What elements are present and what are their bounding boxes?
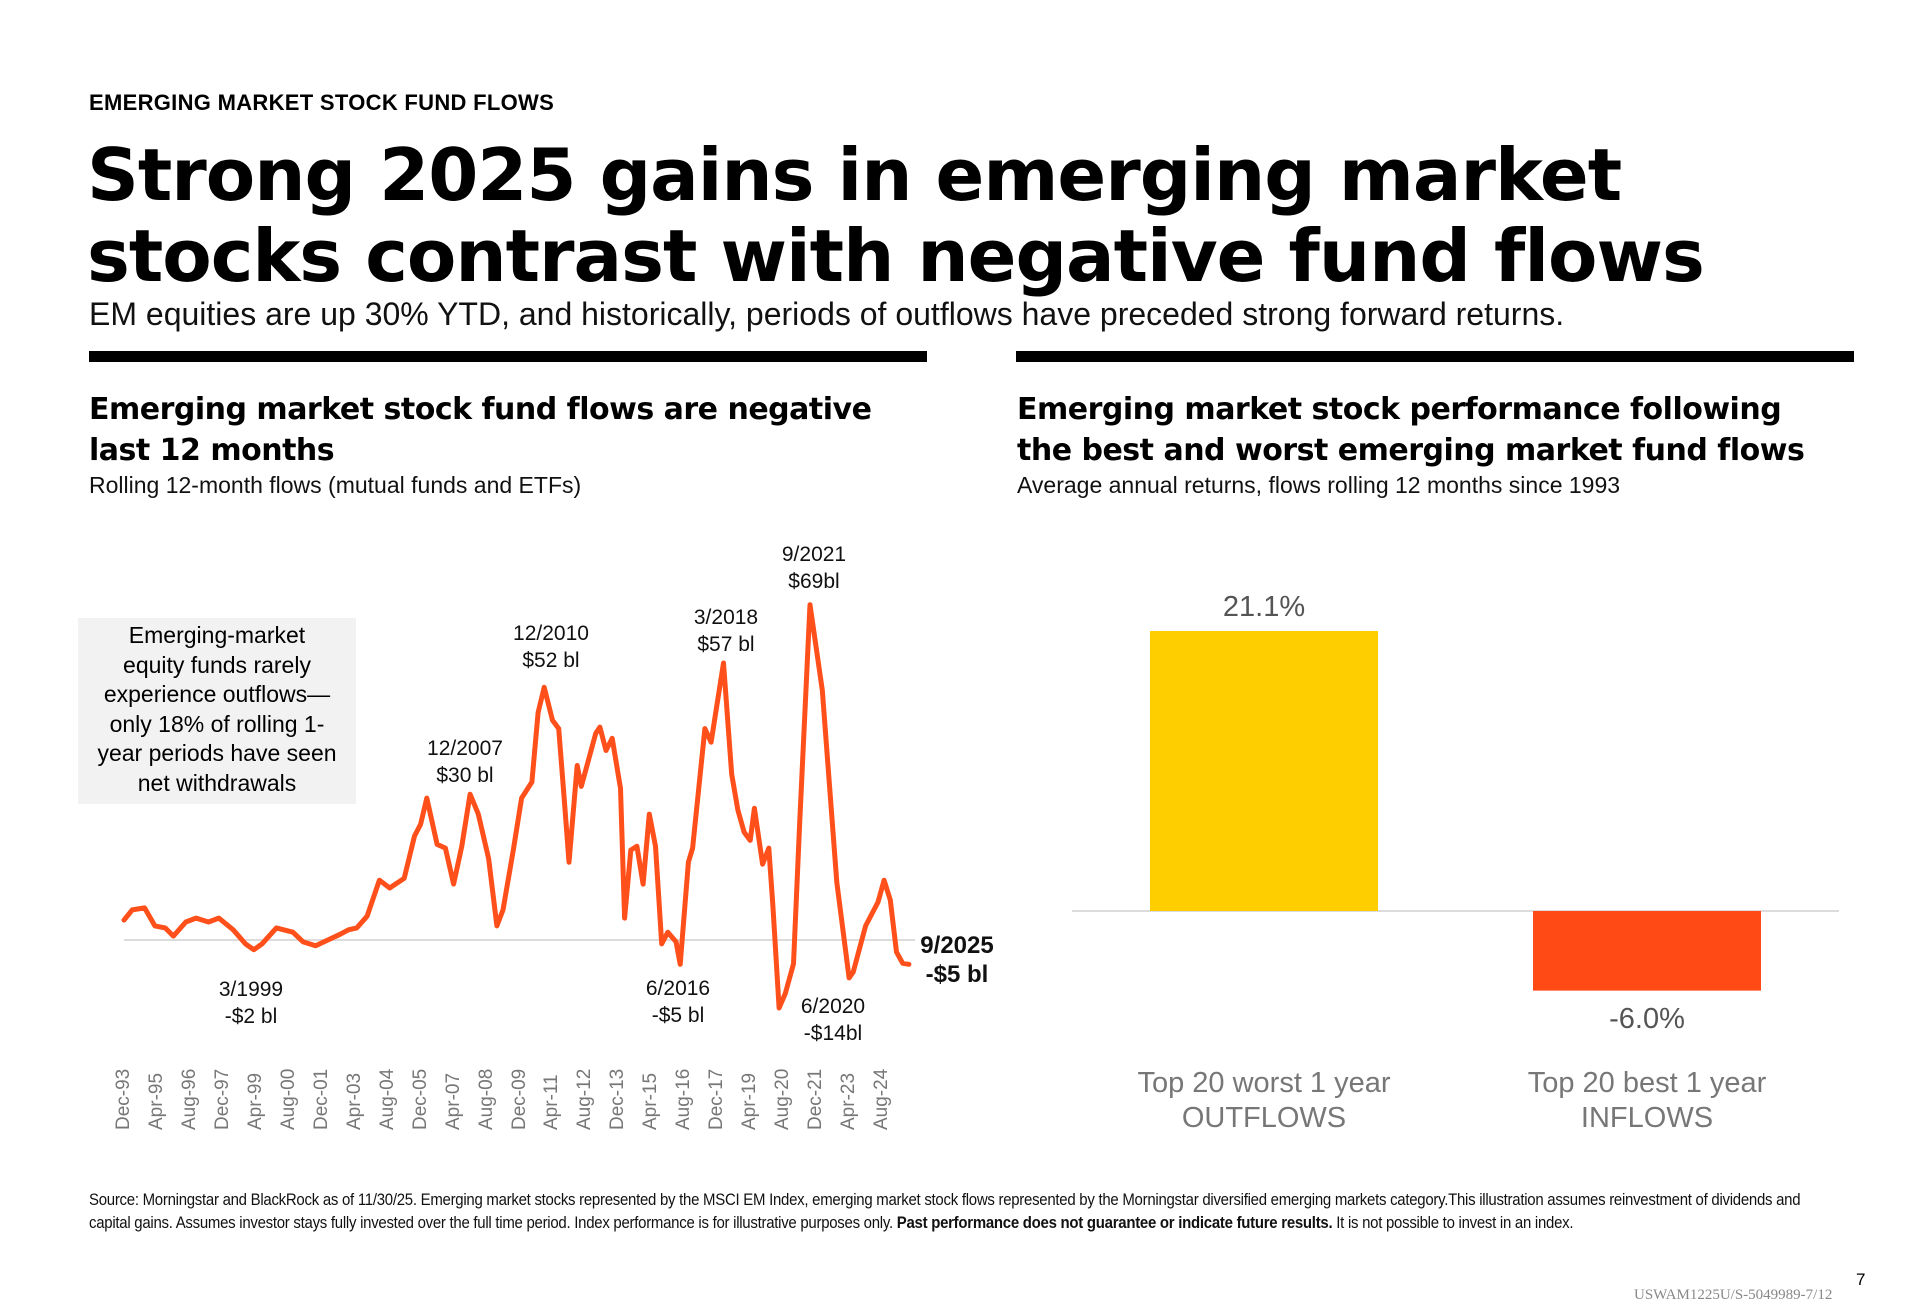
kicker: EMERGING MARKET STOCK FUND FLOWS (89, 90, 555, 115)
category-label-line: INFLOWS (1580, 1102, 1714, 1134)
source-footnote: Source: Morningstar and BlackRock as of … (89, 1188, 1836, 1234)
annotation-date: 9/2021 (781, 543, 847, 566)
annotation-value: -$14bl (803, 1022, 863, 1045)
annotation-value: $69bl (788, 570, 840, 593)
title-line: stocks contrast with negative fund flows (87, 214, 1705, 298)
bar (1533, 911, 1761, 991)
callout-line: equity funds rarely (123, 651, 311, 678)
section-divider (89, 351, 927, 362)
annotation-label: 12/2010 $52 bl (513, 620, 589, 674)
page-subtitle: EM equities are up 30% YTD, and historic… (89, 296, 1565, 332)
bar-value-label: 21.1% (1222, 591, 1306, 623)
callout-line: net withdrawals (137, 769, 297, 796)
title-line: Strong 2025 gains in emerging market (87, 133, 1622, 217)
annotation-date: 12/2007 (427, 737, 503, 760)
annotation-label: 6/2016 -$5 bl (646, 975, 710, 1029)
annotation-date: 12/2010 (513, 622, 589, 645)
annotation-value: -$2 bl (224, 1005, 278, 1028)
category-label-line: OUTFLOWS (1181, 1102, 1347, 1134)
bar (1150, 631, 1378, 911)
callout-line: Emerging-market (128, 622, 306, 648)
right-chart-heading: Emerging market stock performance follow… (1017, 389, 1805, 471)
heading-line: Emerging market stock fund flows are neg… (89, 392, 872, 427)
disclaimer: Past performance does not guarantee or i… (896, 1213, 1333, 1232)
bar-value-label: -6.0% (1609, 1002, 1685, 1035)
annotation-value: $30 bl (436, 764, 494, 787)
heading-line: the best and worst emerging market fund … (1017, 433, 1805, 468)
callout-line: only 18% of rolling 1- (109, 710, 325, 737)
heading-line: last 12 months (89, 433, 335, 468)
annotation-date: 6/2016 (645, 977, 711, 1000)
category-label-line: Top 20 worst 1 year (1137, 1067, 1391, 1099)
callout-line: experience outflows— (103, 681, 331, 707)
annotation-label: 6/2020 -$14bl (801, 993, 865, 1047)
annotation-date: 6/2020 (800, 995, 866, 1018)
annotation-label: 12/2007 $30 bl (427, 735, 503, 789)
annotation-label: 3/1999 -$2 bl (219, 976, 283, 1030)
left-chart-heading: Emerging market stock fund flows are neg… (89, 389, 872, 471)
category-label: Top 20 worst 1 year OUTFLOWS (1137, 1066, 1390, 1136)
left-chart-subheading: Rolling 12-month flows (mutual funds and… (89, 472, 582, 498)
annotation-date: 9/2025 (920, 932, 994, 959)
right-chart-subheading: Average annual returns, flows rolling 12… (1017, 472, 1621, 498)
section-divider (1016, 351, 1854, 362)
fund-flows-series-line (121, 602, 912, 1011)
source-tail: It is not possible to invest in an index… (1332, 1213, 1574, 1232)
category-label-line: Top 20 best 1 year (1527, 1067, 1767, 1099)
annotation-value: -$5 bl (651, 1004, 705, 1027)
annotation-value: $57 bl (697, 633, 755, 656)
source-text: Source: Morningstar and BlackRock as of … (89, 1190, 1801, 1232)
annotation-label: 3/2018 $57 bl (694, 604, 758, 658)
annotation-date: 3/1999 (218, 978, 284, 1001)
page-title: Strong 2025 gains in emerging market sto… (87, 133, 1705, 298)
annotation-value: $52 bl (522, 649, 580, 672)
callout-line: year periods have seen (97, 740, 337, 766)
page-number: 7 (1856, 1270, 1866, 1289)
annotation-date: 3/2018 (693, 606, 759, 629)
callout-box: Emerging-market equity funds rarely expe… (78, 618, 356, 804)
annotation-label: 9/2025 -$5 bl (920, 931, 993, 989)
annotation-value: -$5 bl (925, 961, 989, 988)
heading-line: Emerging market stock performance follow… (1017, 392, 1782, 427)
document-code: USWAM1225U/S-5049989-7/12 (1634, 1287, 1833, 1303)
annotation-label: 9/2021 $69bl (782, 541, 846, 595)
category-label: Top 20 best 1 year INFLOWS (1528, 1066, 1767, 1136)
